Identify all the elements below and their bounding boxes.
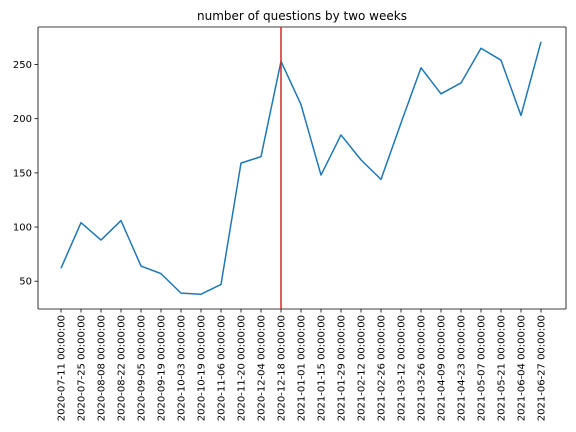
y-tick-label: 150	[13, 168, 32, 179]
x-tick-label: 2021-03-12 00:00:00	[397, 315, 408, 421]
x-tick-label: 2020-09-05 00:00:00	[137, 315, 148, 421]
x-tick-label: 2020-12-04 00:00:00	[257, 315, 268, 421]
x-tick-label: 2020-12-18 00:00:00	[277, 315, 288, 421]
x-tick-label: 2021-01-15 00:00:00	[317, 315, 328, 421]
y-tick-label: 100	[13, 223, 32, 234]
y-tick-label: 250	[13, 60, 32, 71]
y-tick-label: 50	[19, 277, 32, 288]
x-tick-label: 2021-01-29 00:00:00	[337, 315, 348, 421]
x-tick-label: 2021-02-26 00:00:00	[377, 315, 388, 421]
y-tick-label: 200	[13, 114, 32, 125]
x-tick-label: 2021-04-09 00:00:00	[437, 315, 448, 421]
x-tick-label: 2021-02-12 00:00:00	[357, 315, 368, 421]
x-tick-label: 2021-05-21 00:00:00	[497, 315, 508, 421]
x-tick-label: 2020-07-25 00:00:00	[77, 315, 88, 421]
x-tick-label: 2020-11-06 00:00:00	[217, 315, 228, 421]
x-tick-label: 2021-06-27 00:00:00	[537, 315, 548, 421]
x-tick-label: 2021-03-26 00:00:00	[417, 315, 428, 421]
x-tick-label: 2020-07-11 00:00:00	[57, 315, 68, 421]
x-tick-label: 2021-01-01 00:00:00	[297, 315, 308, 421]
series-line	[60, 41, 542, 295]
x-tick-label: 2021-04-23 00:00:00	[457, 315, 468, 421]
chart-title: number of questions by two weeks	[197, 9, 407, 23]
x-tick-label: 2020-08-08 00:00:00	[97, 315, 108, 421]
x-tick-label: 2020-09-19 00:00:00	[157, 315, 168, 421]
x-tick-label: 2021-05-07 00:00:00	[477, 315, 488, 421]
x-tick-label: 2020-10-19 00:00:00	[197, 315, 208, 421]
x-tick-label: 2020-10-03 00:00:00	[177, 315, 188, 421]
x-tick-label: 2020-08-22 00:00:00	[117, 315, 128, 421]
x-tick-label: 2021-06-04 00:00:00	[517, 315, 528, 421]
x-tick-label: 2020-11-20 00:00:00	[237, 315, 248, 421]
